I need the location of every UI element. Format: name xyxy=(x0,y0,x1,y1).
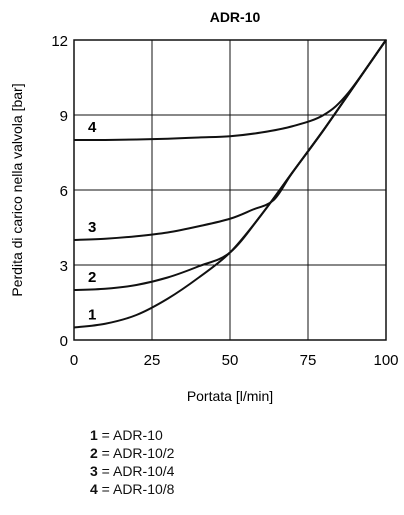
series-label-1: 1 xyxy=(88,307,96,324)
legend-item-3: 3 = ADR-10/4 xyxy=(90,462,174,480)
legend-item-4: 4 = ADR-10/8 xyxy=(90,480,174,498)
series-label-4: 4 xyxy=(88,119,97,136)
series-line-3 xyxy=(73,39,387,241)
x-axis-label: Portata [l/min] xyxy=(187,388,273,404)
legend-text-4: = ADR-10/8 xyxy=(97,481,175,497)
grid xyxy=(74,40,386,340)
legend-key-3: 3 xyxy=(90,463,98,479)
y-tick-label: 6 xyxy=(60,183,68,200)
plot-frame xyxy=(73,39,387,341)
legend-key-2: 2 xyxy=(90,445,98,461)
series-line-4 xyxy=(73,39,387,142)
legend-item-1: 1 = ADR-10 xyxy=(90,426,174,444)
legend-key-1: 1 xyxy=(90,427,98,443)
x-tick-label: 75 xyxy=(300,352,317,369)
x-tick-label: 100 xyxy=(373,352,398,369)
chart-title: ADR-10 xyxy=(210,9,261,25)
legend: 1 = ADR-10 2 = ADR-10/2 3 = ADR-10/4 4 =… xyxy=(90,426,174,498)
y-tick-label: 12 xyxy=(51,33,68,50)
series-label-3: 3 xyxy=(88,219,96,236)
legend-item-2: 2 = ADR-10/2 xyxy=(90,444,174,462)
legend-text-3: = ADR-10/4 xyxy=(97,463,175,479)
y-tick-label: 3 xyxy=(60,258,68,275)
y-axis-label: Perdita di carico nella valvola [bar] xyxy=(9,83,25,296)
series-label-2: 2 xyxy=(88,269,96,286)
legend-key-4: 4 xyxy=(90,481,98,497)
x-tick-label: 25 xyxy=(144,352,161,369)
series-labels: 1 2 3 4 xyxy=(88,119,97,324)
legend-text-1: = ADR-10 xyxy=(97,427,163,443)
y-tick-label: 9 xyxy=(60,108,68,125)
legend-text-2: = ADR-10/2 xyxy=(97,445,175,461)
y-tick-label: 0 xyxy=(60,333,68,350)
series-curves xyxy=(73,39,387,329)
x-tick-label: 50 xyxy=(222,352,239,369)
x-tick-label: 0 xyxy=(70,352,78,369)
